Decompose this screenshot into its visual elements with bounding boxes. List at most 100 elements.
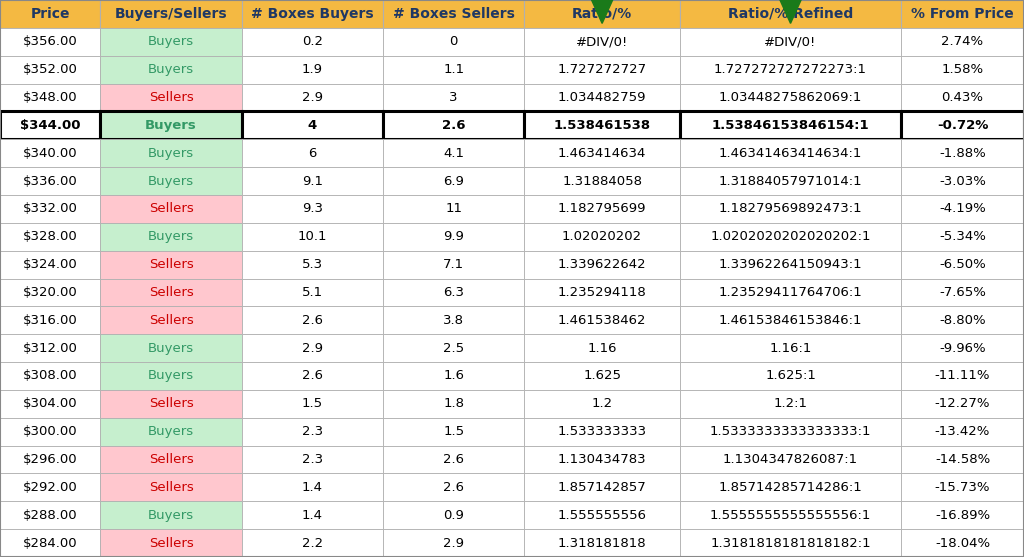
Text: Buyers: Buyers: [147, 425, 195, 438]
Bar: [524, 0, 680, 28]
Bar: [524, 362, 680, 390]
Text: Buyers: Buyers: [147, 174, 195, 188]
Bar: [901, 390, 1024, 418]
Bar: [901, 0, 1024, 28]
Text: $356.00: $356.00: [23, 35, 78, 48]
Bar: [901, 56, 1024, 84]
Bar: [100, 501, 242, 529]
Bar: [100, 251, 242, 278]
Text: 2.3: 2.3: [302, 453, 323, 466]
Bar: [680, 529, 901, 557]
Polygon shape: [591, 0, 613, 23]
Bar: [242, 111, 383, 139]
Text: Sellers: Sellers: [148, 453, 194, 466]
Bar: [0, 195, 100, 223]
Text: 2.6: 2.6: [442, 119, 465, 132]
Bar: [524, 111, 680, 139]
Bar: [524, 195, 680, 223]
Bar: [680, 418, 901, 446]
Bar: [901, 473, 1024, 501]
Bar: [901, 306, 1024, 334]
Bar: [524, 139, 680, 167]
Text: $284.00: $284.00: [23, 536, 78, 550]
Bar: [901, 334, 1024, 362]
Bar: [242, 390, 383, 418]
Text: Sellers: Sellers: [148, 286, 194, 299]
Text: -18.04%: -18.04%: [935, 536, 990, 550]
Bar: [100, 84, 242, 111]
Bar: [100, 418, 242, 446]
Text: 1.85714285714286:1: 1.85714285714286:1: [719, 481, 862, 494]
Bar: [242, 251, 383, 278]
Text: 1.5: 1.5: [443, 425, 464, 438]
Bar: [901, 529, 1024, 557]
Bar: [100, 223, 242, 251]
Text: -14.58%: -14.58%: [935, 453, 990, 466]
Text: Sellers: Sellers: [148, 314, 194, 327]
Text: 1.625:1: 1.625:1: [765, 369, 816, 383]
Text: 11: 11: [445, 202, 462, 216]
Text: 0: 0: [450, 35, 458, 48]
Bar: [0, 28, 100, 56]
Bar: [100, 390, 242, 418]
Text: 6.3: 6.3: [443, 286, 464, 299]
Text: 1.727272727272273:1: 1.727272727272273:1: [714, 63, 867, 76]
Text: Sellers: Sellers: [148, 91, 194, 104]
Text: Buyers: Buyers: [147, 509, 195, 522]
Text: 2.3: 2.3: [302, 425, 323, 438]
Text: # Boxes Buyers: # Boxes Buyers: [251, 7, 374, 21]
Bar: [0, 56, 100, 84]
Bar: [524, 84, 680, 111]
Bar: [0, 278, 100, 306]
Bar: [242, 473, 383, 501]
Text: $296.00: $296.00: [23, 453, 78, 466]
Bar: [901, 167, 1024, 195]
Bar: [242, 223, 383, 251]
Text: 1.6: 1.6: [443, 369, 464, 383]
Text: -5.34%: -5.34%: [939, 230, 986, 243]
Text: -9.96%: -9.96%: [939, 341, 986, 355]
Text: 1.857142857: 1.857142857: [558, 481, 646, 494]
Text: 2.6: 2.6: [302, 314, 323, 327]
Bar: [383, 334, 524, 362]
Text: 2.6: 2.6: [443, 481, 464, 494]
Bar: [680, 362, 901, 390]
Text: $316.00: $316.00: [23, 314, 78, 327]
Text: 1.23529411764706:1: 1.23529411764706:1: [719, 286, 862, 299]
Text: Sellers: Sellers: [148, 258, 194, 271]
Bar: [0, 390, 100, 418]
Bar: [383, 473, 524, 501]
Bar: [0, 84, 100, 111]
Bar: [680, 28, 901, 56]
Bar: [524, 501, 680, 529]
Bar: [524, 167, 680, 195]
Bar: [383, 251, 524, 278]
Text: #DIV/0!: #DIV/0!: [575, 35, 629, 48]
Text: 1.1304347826087:1: 1.1304347826087:1: [723, 453, 858, 466]
Text: 4.1: 4.1: [443, 146, 464, 160]
Text: $328.00: $328.00: [23, 230, 78, 243]
Text: Buyers: Buyers: [147, 63, 195, 76]
Text: $304.00: $304.00: [23, 397, 78, 411]
Bar: [100, 473, 242, 501]
Text: 1.46153846153846:1: 1.46153846153846:1: [719, 314, 862, 327]
Bar: [0, 501, 100, 529]
Text: 1.4: 1.4: [302, 509, 323, 522]
Bar: [100, 278, 242, 306]
Bar: [680, 306, 901, 334]
Bar: [524, 251, 680, 278]
Text: 6.9: 6.9: [443, 174, 464, 188]
Bar: [680, 334, 901, 362]
Bar: [901, 418, 1024, 446]
Text: % From Price: % From Price: [911, 7, 1014, 21]
Bar: [100, 529, 242, 557]
Bar: [100, 167, 242, 195]
Bar: [383, 306, 524, 334]
Bar: [0, 223, 100, 251]
Bar: [524, 529, 680, 557]
Bar: [100, 195, 242, 223]
Bar: [524, 28, 680, 56]
Bar: [524, 418, 680, 446]
Bar: [100, 362, 242, 390]
Text: 0.2: 0.2: [302, 35, 323, 48]
